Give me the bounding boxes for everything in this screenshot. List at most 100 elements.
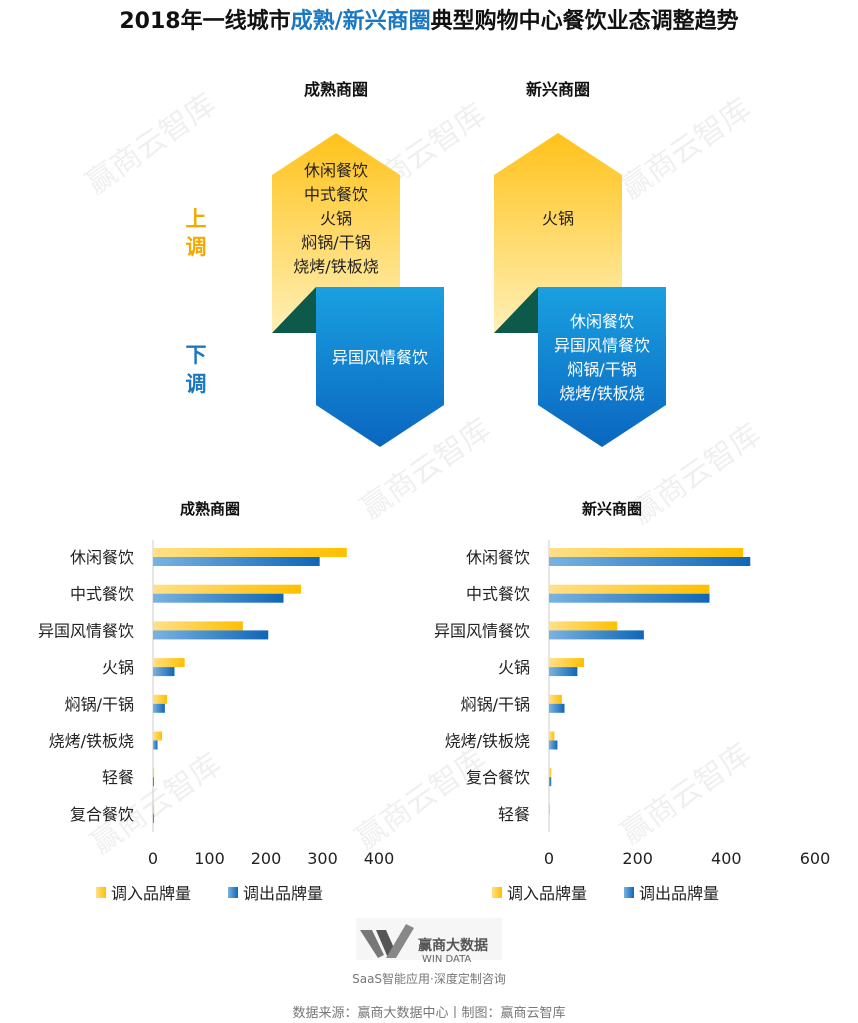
logo-tagline: SaaS智能应用·深度定制咨询: [352, 971, 506, 986]
legend-swatch-0: [492, 887, 502, 898]
title-prefix: 2018年一线城市: [119, 8, 290, 34]
x-tick-label: 400: [711, 849, 742, 868]
logo: 赢商大数据 WIN DATA SaaS智能应用·深度定制咨询: [352, 918, 506, 986]
logo-mark-mid: [376, 930, 394, 958]
bar-out-3: [549, 667, 578, 677]
watermarks: 赢商云智库 赢商云智库 赢商云智库 赢商云智库 赢商云智库 赢商云智库 赢商云智…: [80, 87, 768, 862]
legend-label-1: 调出品牌量: [639, 884, 719, 903]
bar-out-0: [549, 557, 751, 566]
bar-in-1: [153, 584, 302, 594]
fold-shadow: [494, 287, 538, 333]
watermark: 赢商云智库: [625, 417, 768, 532]
logo-sub: WIN DATA: [422, 954, 471, 965]
bar-in-1: [549, 584, 710, 594]
up-label-2: 调: [186, 235, 207, 259]
watermark: 赢商云智库: [80, 87, 223, 202]
category-label: 异国风情餐饮: [434, 621, 530, 640]
bar-in-7: [153, 804, 155, 814]
bar-in-4: [153, 694, 168, 704]
up-arrow-shape: [494, 133, 622, 333]
up-item: 烧烤/铁板烧: [293, 257, 378, 276]
up-arrow-shape: [272, 133, 400, 333]
category-label: 轻餐: [498, 805, 530, 824]
category-label: 焖锅/干锅: [65, 695, 134, 714]
bar-out-6: [549, 777, 552, 787]
down-item: 烧烤/铁板烧: [559, 384, 644, 403]
up-item: 中式餐饮: [304, 185, 368, 204]
watermark: 赢商云智库: [615, 92, 758, 207]
bar-in-0: [153, 548, 347, 557]
page-title: 2018年一线城市成熟/新兴商圈典型购物中心餐饮业态调整趋势: [119, 8, 738, 34]
title-suffix: 典型购物中心餐饮业态调整趋势: [431, 8, 739, 34]
bar-out-1: [153, 593, 284, 603]
legend-label-0: 调入品牌量: [111, 884, 191, 903]
x-tick-label: 0: [148, 849, 158, 868]
category-label: 复合餐饮: [70, 805, 134, 824]
bar-out-3: [153, 667, 175, 677]
bar-out-0: [153, 557, 320, 566]
watermark: 赢商云智库: [615, 737, 758, 852]
legend-label-0: 调入品牌量: [507, 884, 587, 903]
x-tick-label: 200: [251, 849, 282, 868]
x-tick-label: 0: [544, 849, 554, 868]
bar-out-1: [549, 593, 710, 603]
down-label-2: 调: [186, 372, 207, 396]
bar-in-4: [549, 694, 562, 704]
down-item: 休闲餐饮: [570, 312, 634, 331]
bar-out-4: [549, 703, 565, 713]
category-label: 火锅: [498, 658, 530, 677]
down-item: 焖锅/干锅: [567, 360, 636, 379]
x-tick-label: 100: [194, 849, 225, 868]
diagram-header: 新兴商圈: [526, 80, 590, 99]
bar-in-5: [153, 731, 163, 741]
category-label: 火锅: [102, 658, 134, 677]
adjustment-diagram: 成熟商圈休闲餐饮中式餐饮火锅焖锅/干锅烧烤/铁板烧异国风情餐饮新兴商圈火锅休闲餐…: [272, 80, 666, 447]
category-label: 异国风情餐饮: [38, 621, 134, 640]
x-tick-label: 400: [364, 849, 395, 868]
down-arrow-shape: [538, 287, 666, 447]
bar-in-2: [549, 621, 618, 631]
bar-in-3: [153, 658, 185, 668]
category-label: 轻餐: [102, 768, 134, 787]
category-label: 中式餐饮: [70, 585, 134, 604]
category-label: 烧烤/铁板烧: [445, 732, 530, 751]
down-item: 异国风情餐饮: [332, 348, 428, 367]
legend-label-1: 调出品牌量: [243, 884, 323, 903]
up-label-1: 上: [186, 207, 207, 231]
legend-swatch-1: [624, 887, 634, 898]
title-highlight: 成熟/新兴商圈: [291, 8, 431, 34]
category-label: 中式餐饮: [466, 585, 530, 604]
legend-swatch-1: [228, 887, 238, 898]
category-label: 休闲餐饮: [70, 548, 134, 567]
down-arrow-shape: [316, 287, 444, 447]
legend-swatch-0: [96, 887, 106, 898]
down-label-1: 下: [186, 343, 207, 367]
bar-out-5: [153, 740, 158, 750]
bar-out-5: [549, 740, 558, 750]
bar-in-5: [549, 731, 555, 741]
logo-name: 赢商大数据: [418, 937, 488, 954]
chart-title: 成熟商圈: [180, 500, 240, 518]
watermark: 赢商云智库: [350, 742, 493, 857]
category-label: 休闲餐饮: [466, 548, 530, 567]
bar-out-6: [153, 777, 154, 787]
bar-in-3: [549, 658, 585, 668]
x-tick-label: 300: [307, 849, 338, 868]
up-item: 火锅: [542, 209, 574, 228]
category-label: 烧烤/铁板烧: [49, 732, 134, 751]
x-tick-label: 600: [800, 849, 831, 868]
category-label: 焖锅/干锅: [461, 695, 530, 714]
up-item: 休闲餐饮: [304, 161, 368, 180]
bar-out-2: [153, 630, 269, 640]
fold-shadow: [272, 287, 316, 333]
bar-out-7: [153, 813, 154, 823]
bar-out-2: [549, 630, 644, 640]
up-item: 火锅: [320, 209, 352, 228]
bar-in-0: [549, 548, 744, 557]
category-label: 复合餐饮: [466, 768, 530, 787]
